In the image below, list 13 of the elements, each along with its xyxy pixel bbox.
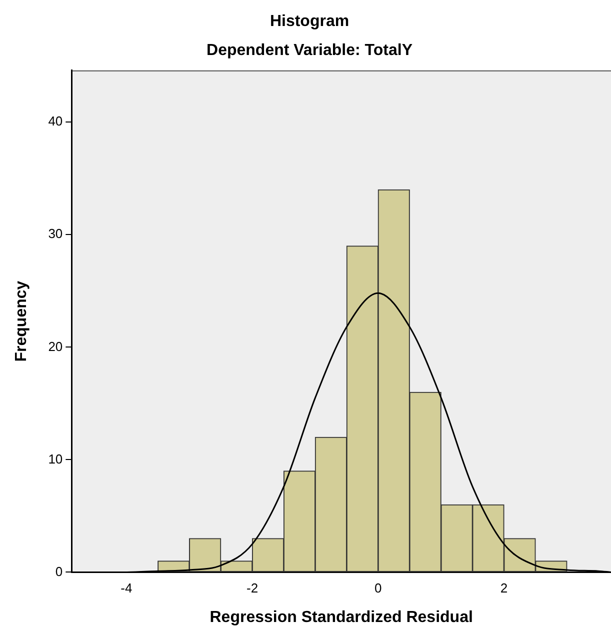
- x-tick-label: -4: [120, 580, 132, 596]
- x-axis-title: Regression Standardized Residual: [210, 608, 473, 626]
- x-tick-label: -2: [246, 580, 258, 596]
- x-tick-label: 2: [500, 580, 508, 596]
- y-tick-label: 40: [48, 114, 63, 129]
- y-axis-title: Frequency: [13, 280, 30, 362]
- chart-title: Histogram: [270, 13, 350, 30]
- y-tick-label: 10: [48, 451, 63, 466]
- chart-subtitle: Dependent Variable: TotalY: [206, 42, 413, 60]
- y-tick-label: 0: [55, 564, 63, 579]
- y-tick-label: 30: [48, 226, 63, 242]
- y-tick-label: 20: [48, 338, 63, 354]
- x-tick-label: 0: [374, 580, 382, 596]
